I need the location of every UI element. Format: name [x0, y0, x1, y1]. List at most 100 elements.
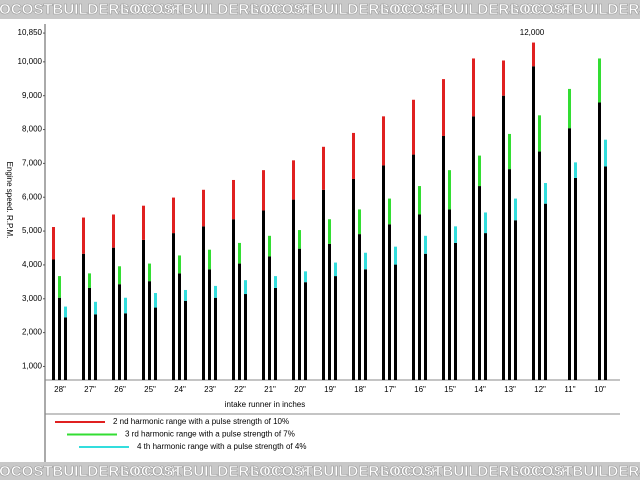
watermark: LOCOSTBUILDERS.CO.UK — [380, 463, 572, 480]
range-bar — [532, 42, 535, 67]
x-tick-label: 15" — [444, 385, 456, 394]
y-tick-label: 5,000 — [22, 226, 43, 235]
watermark: LOCOSTBUILDERS.CO.UK — [510, 1, 640, 18]
x-tick-label: 13" — [504, 385, 516, 394]
base-bar — [328, 243, 331, 380]
range-bar — [568, 88, 571, 129]
base-bar — [418, 214, 421, 380]
x-tick-label: 22" — [234, 385, 246, 394]
range-bar — [538, 115, 541, 152]
range-bar — [208, 249, 211, 270]
x-tick-label: 16" — [414, 385, 426, 394]
range-bar — [424, 235, 427, 254]
watermark: LOCOSTBUILDERS.CO.UK — [120, 1, 312, 18]
range-bar — [58, 276, 61, 298]
range-bar — [232, 179, 235, 220]
range-bar — [352, 132, 355, 179]
range-bar — [238, 242, 241, 264]
base-bar — [274, 287, 277, 380]
range-bar — [274, 276, 277, 288]
watermark: LOCOSTBUILDERS.CO.UK — [0, 463, 182, 480]
x-tick-label: 17" — [384, 385, 396, 394]
base-bar — [88, 287, 91, 380]
watermark-strip — [0, 462, 640, 480]
range-bar — [448, 170, 451, 210]
range-bar — [322, 146, 325, 190]
y-tick-label: 3,000 — [22, 294, 43, 303]
base-bar — [94, 314, 97, 380]
base-bar — [334, 276, 337, 380]
base-bar — [154, 307, 157, 380]
base-bar — [484, 233, 487, 380]
range-bar — [244, 280, 247, 295]
range-bar — [112, 214, 115, 248]
legend-label: 2 nd harmonic range with a pulse strengt… — [113, 417, 289, 426]
range-bar — [328, 219, 331, 244]
base-bar — [478, 186, 481, 380]
range-bar — [358, 209, 361, 235]
range-bar — [382, 116, 385, 166]
x-tick-label: 10" — [594, 385, 606, 394]
y-tick-label: 10,000 — [18, 57, 43, 66]
watermark: LOCOSTBUILDERS.CO.UK — [510, 463, 640, 480]
base-bar — [298, 248, 301, 380]
base-bar — [538, 151, 541, 380]
range-bar — [118, 266, 121, 285]
range-bar — [94, 301, 97, 315]
base-bar — [508, 169, 511, 380]
range-bar — [418, 186, 421, 215]
range-bar — [364, 252, 367, 270]
x-tick-label: 14" — [474, 385, 486, 394]
range-bar — [178, 255, 181, 274]
range-bar — [388, 198, 391, 225]
range-bar — [604, 139, 607, 167]
range-bar — [394, 246, 397, 265]
range-bar — [502, 60, 505, 96]
x-tick-label: 23" — [204, 385, 216, 394]
base-bar — [304, 282, 307, 380]
range-bar — [184, 289, 187, 301]
base-bar — [238, 263, 241, 380]
range-bar — [154, 293, 157, 308]
x-tick-label: 24" — [174, 385, 186, 394]
base-bar — [544, 203, 547, 380]
x-tick-label: 11" — [564, 385, 575, 394]
base-bar — [322, 189, 325, 380]
x-tick-label: 26" — [114, 385, 126, 394]
watermark: LOCOSTBUILDERS.CO.UK — [250, 1, 442, 18]
range-bar — [88, 273, 91, 288]
range-bar — [454, 226, 457, 243]
y-tick-label: 1,000 — [22, 362, 43, 371]
base-bar — [454, 242, 457, 380]
range-bar — [304, 271, 307, 283]
base-bar — [388, 224, 391, 380]
watermark: LOCOSTBUILDERS.CO.UK — [0, 1, 182, 18]
x-tick-label: 21" — [264, 385, 276, 394]
base-bar — [358, 234, 361, 380]
y-tick-label: 6,000 — [22, 192, 43, 201]
base-bar — [214, 297, 217, 380]
range-bar — [124, 297, 127, 314]
base-bar — [604, 166, 607, 380]
base-bar — [64, 317, 67, 380]
base-bar — [148, 281, 151, 380]
base-bar — [382, 165, 385, 380]
base-bar — [472, 116, 475, 380]
watermark: LOCOSTBUILDERS.CO.UK — [120, 463, 312, 480]
base-bar — [52, 259, 55, 380]
y-axis-label: Engine speed. R.P.M. — [5, 162, 14, 239]
base-bar — [262, 210, 265, 380]
range-bar — [334, 262, 337, 277]
range-bar — [268, 235, 271, 257]
base-bar — [112, 247, 115, 380]
x-tick-label: 18" — [354, 385, 366, 394]
x-tick-label: 25" — [144, 385, 156, 394]
base-bar — [208, 269, 211, 380]
base-bar — [532, 66, 535, 380]
base-bar — [352, 178, 355, 380]
range-bar — [202, 189, 205, 227]
watermark: LOCOSTBUILDERS.CO.UK — [380, 1, 572, 18]
range-bar — [478, 155, 481, 187]
base-bar — [268, 256, 271, 380]
